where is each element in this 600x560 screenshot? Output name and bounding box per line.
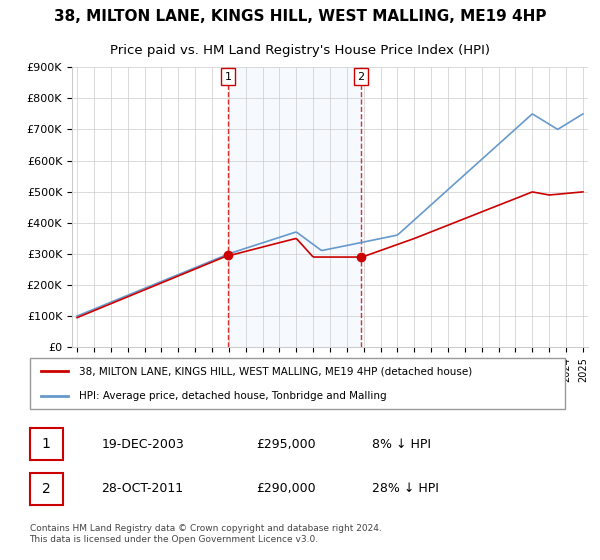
Text: 2: 2 [42, 482, 50, 496]
Text: 2: 2 [357, 72, 364, 82]
Bar [229, 67, 361, 347]
Text: 1: 1 [41, 437, 50, 451]
Text: Contains HM Land Registry data © Crown copyright and database right 2024.
This d: Contains HM Land Registry data © Crown c… [29, 524, 381, 544]
Text: 38, MILTON LANE, KINGS HILL, WEST MALLING, ME19 4HP (detached house): 38, MILTON LANE, KINGS HILL, WEST MALLIN… [79, 366, 472, 376]
Text: 38, MILTON LANE, KINGS HILL, WEST MALLING, ME19 4HP: 38, MILTON LANE, KINGS HILL, WEST MALLIN… [54, 10, 546, 24]
Text: HPI: Average price, detached house, Tonbridge and Malling: HPI: Average price, detached house, Tonb… [79, 391, 387, 401]
Text: £295,000: £295,000 [256, 438, 316, 451]
Text: 28-OCT-2011: 28-OCT-2011 [101, 482, 184, 496]
Text: £290,000: £290,000 [256, 482, 316, 496]
Text: 19-DEC-2003: 19-DEC-2003 [101, 438, 184, 451]
Text: 28% ↓ HPI: 28% ↓ HPI [372, 482, 439, 496]
FancyBboxPatch shape [29, 358, 565, 409]
Text: 8% ↓ HPI: 8% ↓ HPI [372, 438, 431, 451]
Text: 1: 1 [225, 72, 232, 82]
Text: Price paid vs. HM Land Registry's House Price Index (HPI): Price paid vs. HM Land Registry's House … [110, 44, 490, 57]
FancyBboxPatch shape [29, 428, 62, 460]
FancyBboxPatch shape [29, 473, 62, 505]
